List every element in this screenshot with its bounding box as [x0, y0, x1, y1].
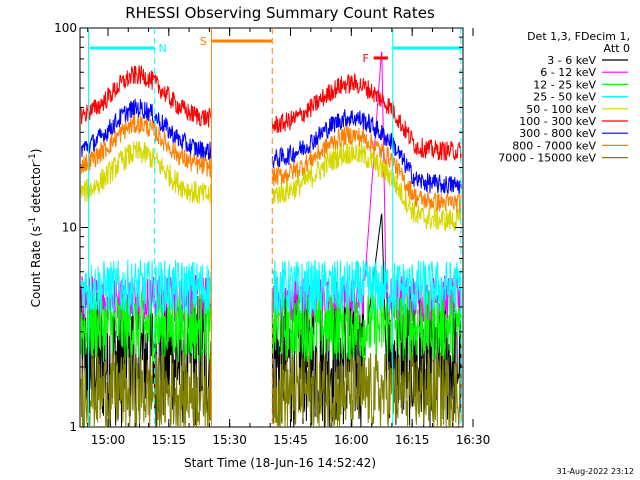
x-tick-label: 16:15 [395, 433, 430, 447]
legend-header-line2: Att 0 [604, 42, 630, 55]
series-line [80, 65, 462, 161]
x-tick-label: 16:30 [456, 433, 491, 447]
legend-label: 3 - 6 keV [547, 54, 596, 67]
series-line [80, 140, 462, 232]
legend-label: 7000 - 15000 keV [498, 152, 596, 165]
legend-label: 100 - 300 keV [519, 115, 596, 128]
series-line [80, 98, 462, 195]
plot-area: NSF 15:00 15:15 15:30 15:45 16:00 16:15 16:301… [54, 21, 490, 447]
x-tick-label: 15:00 [91, 433, 126, 447]
series-line [80, 351, 462, 429]
y-axis-label-main: Count Rate (s [29, 226, 43, 308]
x-tick-label: 16:00 [334, 433, 369, 447]
timestamp: 31-Aug-2022 23:12 [557, 467, 634, 476]
y-tick-label: 100 [54, 21, 77, 35]
y-tick-label: 10 [62, 221, 77, 235]
y-axis-label-end: ) [29, 149, 43, 154]
y-axis-label: Count Rate (s-1 detector-1) [28, 149, 43, 308]
x-tick-label: 15:30 [212, 433, 247, 447]
legend-label: 50 - 100 keV [526, 103, 596, 116]
legend-label: 300 - 800 keV [519, 127, 596, 140]
chart-title: RHESSI Observing Summary Count Rates [125, 4, 435, 22]
flag-label: F [362, 52, 368, 65]
legend-label: 25 - 50 keV [533, 91, 596, 104]
legend-label: 800 - 7000 keV [512, 139, 596, 152]
flag-label: S [200, 35, 207, 48]
flag-label: N [159, 42, 167, 55]
legend-label: 12 - 25 keV [533, 78, 596, 91]
x-axis-label: Start Time (18-Jun-16 14:52:42) [184, 456, 376, 470]
series-line [80, 259, 462, 316]
y-axis-label-mid: detector [29, 162, 43, 217]
legend-header-line1: Det 1,3, FDecim 1, [527, 30, 630, 43]
y-axis-label-sup2: -1 [28, 153, 38, 162]
tick-layer: 15:00 15:15 15:30 15:45 16:00 16:15 16:30 1 10 10… [54, 21, 490, 447]
legend-label: 6 - 12 keV [540, 66, 596, 79]
series-line [80, 114, 462, 213]
x-tick-label: 15:45 [273, 433, 308, 447]
series-line [80, 290, 462, 364]
flag-layer: N S F [89, 35, 461, 65]
y-tick-label: 1 [69, 420, 77, 434]
y-axis-label-sup1: -1 [28, 217, 38, 226]
x-tick-label: 15:15 [152, 433, 187, 447]
series-layer [80, 51, 462, 429]
marker-layer [88, 28, 462, 427]
